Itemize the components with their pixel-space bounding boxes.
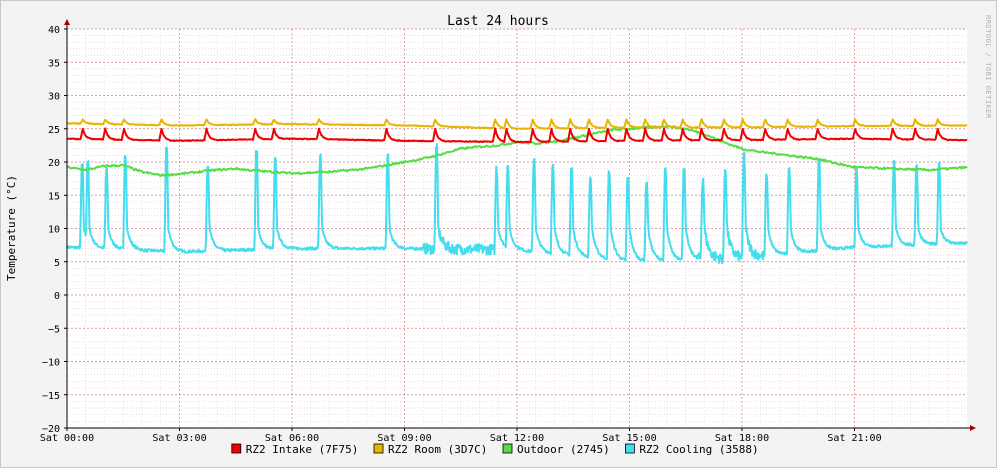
x-tick-label: Sat 03:00 bbox=[152, 433, 206, 444]
x-tick-label: Sat 18:00 bbox=[715, 433, 769, 444]
x-tick-label: Sat 21:00 bbox=[827, 433, 881, 444]
x-axis-arrow bbox=[970, 425, 976, 431]
y-tick-label: 10 bbox=[48, 225, 60, 236]
x-tick-label: Sat 00:00 bbox=[40, 433, 94, 444]
legend-label-outdoor: Outdoor (2745) bbox=[517, 443, 610, 456]
grid bbox=[66, 28, 967, 429]
legend-swatch-rz2-room bbox=[373, 443, 384, 454]
y-tick-label: 35 bbox=[48, 58, 60, 69]
y-tick-label: −15 bbox=[42, 391, 60, 402]
chart-title: Last 24 hours bbox=[447, 14, 549, 29]
rz2-intake-line bbox=[66, 127, 968, 144]
y-tick-label: 25 bbox=[48, 125, 60, 136]
rrdtool-watermark: RRDTOOL / TOBI OETIKER bbox=[984, 15, 992, 119]
legend-label-rz2-cooling: RZ2 Cooling (3588) bbox=[639, 443, 758, 456]
x-tick-label: Sat 09:00 bbox=[377, 433, 431, 444]
y-tick-label: 0 bbox=[54, 291, 60, 302]
y-tick-label: −10 bbox=[42, 358, 60, 369]
x-tick-label: Sat 06:00 bbox=[265, 433, 319, 444]
legend-label-rz2-room: RZ2 Room (3D7C) bbox=[388, 443, 487, 456]
y-tick-label: 20 bbox=[48, 158, 60, 169]
legend-swatch-rz2-cooling bbox=[625, 443, 635, 454]
x-tick-label: Sat 15:00 bbox=[602, 433, 656, 444]
y-tick-label: 5 bbox=[54, 258, 60, 269]
y-tick-label: −20 bbox=[42, 424, 60, 435]
y-tick-label: −5 bbox=[48, 324, 60, 335]
series-layer bbox=[66, 118, 968, 265]
x-tick-label: Sat 12:00 bbox=[490, 433, 544, 444]
y-tick-label: 30 bbox=[48, 92, 60, 103]
y-tick-label: 40 bbox=[48, 25, 60, 36]
y-tick-label: 15 bbox=[48, 191, 60, 202]
legend-label-rz2-intake: RZ2 Intake (7F75) bbox=[246, 443, 359, 456]
rz2-cooling-line bbox=[66, 143, 968, 265]
legend-swatch-outdoor bbox=[502, 443, 513, 454]
y-axis-label: Temperature (°C) bbox=[5, 175, 18, 281]
legend: RZ2 Intake (7F75) RZ2 Room (3D7C) Outdoor … bbox=[231, 443, 759, 456]
axes bbox=[64, 19, 976, 431]
rz2-room-line bbox=[66, 118, 968, 131]
y-axis-arrow bbox=[64, 19, 70, 25]
legend-swatch-rz2-intake bbox=[231, 443, 242, 454]
